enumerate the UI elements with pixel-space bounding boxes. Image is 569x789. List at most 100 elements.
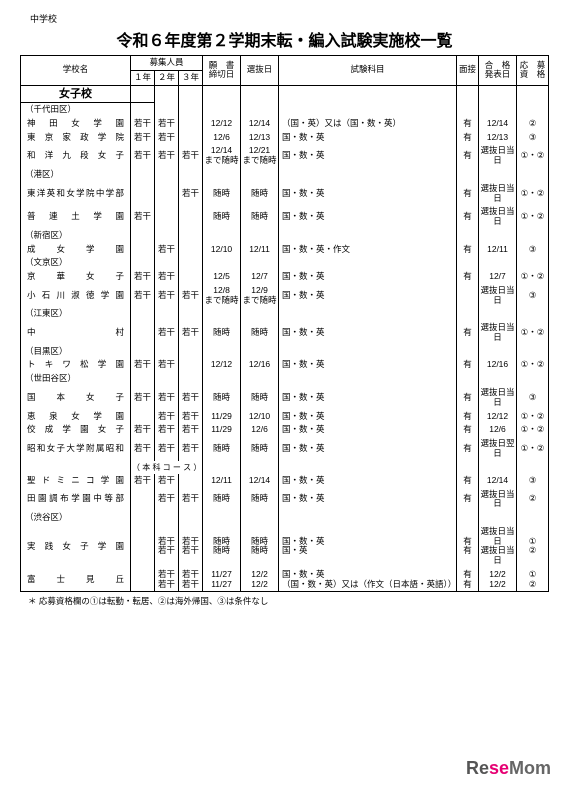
interview: 有: [457, 321, 479, 345]
y2: 若干: [155, 144, 179, 168]
interview: [457, 284, 479, 308]
y3: 若干: [179, 410, 203, 424]
result: 12/16: [479, 358, 517, 372]
y2: 若干若干: [155, 525, 179, 568]
y1: 若干: [131, 117, 155, 131]
select-date: 12/212/2: [241, 568, 279, 592]
y2: 若干: [155, 243, 179, 257]
name: 昭和女子大学附属昭和: [21, 437, 131, 461]
select-date: 随時: [241, 205, 279, 229]
result: 選抜日翌日: [479, 437, 517, 461]
y2: 若干: [155, 321, 179, 345]
eligibility: ③: [517, 284, 549, 308]
y1: [131, 243, 155, 257]
select-date: 随時: [241, 386, 279, 410]
eligibility: ①・②: [517, 270, 549, 284]
select-date: 随時: [241, 321, 279, 345]
th-elig: 応 募資 格: [517, 56, 549, 86]
result: 12/13: [479, 131, 517, 145]
y2: 若干: [155, 423, 179, 437]
name: 富 士 見 丘: [21, 568, 131, 592]
deadline: 随時: [203, 437, 241, 461]
select-date: 随時随時: [241, 525, 279, 568]
eligibility: ①・②: [517, 205, 549, 229]
interview: 有: [457, 358, 479, 372]
eligibility: ①・②: [517, 423, 549, 437]
eligibility: ①②: [517, 568, 549, 592]
y3: 若干: [179, 488, 203, 512]
y1: [131, 410, 155, 424]
y1: 若干: [131, 205, 155, 229]
interview: 有: [457, 243, 479, 257]
subjects: 国・数・英・作文: [279, 243, 457, 257]
y1: 若干: [131, 284, 155, 308]
select-date: 12/16: [241, 358, 279, 372]
eligibility: ③: [517, 386, 549, 410]
interview: 有有: [457, 568, 479, 592]
eligibility: ①・②: [517, 182, 549, 206]
district-label: （目黒区）: [21, 345, 131, 359]
deadline: 随時: [203, 488, 241, 512]
y3: 若干: [179, 386, 203, 410]
deadline: 12/10: [203, 243, 241, 257]
y3: 若干: [179, 182, 203, 206]
y3: 若干: [179, 437, 203, 461]
y2: [155, 182, 179, 206]
select-date: 随時: [241, 437, 279, 461]
district-label: （新宿区）: [21, 229, 131, 243]
subjects: 国・数・英（国・数・英）又は（作文（日本語・英語））: [279, 568, 457, 592]
name: 神 田 女 学 園: [21, 117, 131, 131]
th-select: 選抜日: [241, 56, 279, 86]
interview: 有: [457, 474, 479, 488]
eligibility: ③: [517, 131, 549, 145]
deadline: 11/29: [203, 423, 241, 437]
result: 12/212/2: [479, 568, 517, 592]
interview: 有: [457, 131, 479, 145]
name: 佼 成 学 園 女 子: [21, 423, 131, 437]
y3: 若干若干: [179, 525, 203, 568]
y2: 若干: [155, 117, 179, 131]
deadline: 12/12: [203, 358, 241, 372]
district-label: （渋谷区）: [21, 511, 131, 525]
name: 実 践 女 子 学 園: [21, 525, 131, 568]
y3: 若干: [179, 144, 203, 168]
y1: 若干: [131, 144, 155, 168]
result: 12/12: [479, 410, 517, 424]
y2: 若干: [155, 474, 179, 488]
subjects: 国・数・英: [279, 488, 457, 512]
subjects: 国・数・英: [279, 474, 457, 488]
name: 成 女 学 園: [21, 243, 131, 257]
y3: 若干: [179, 284, 203, 308]
subjects: 国・数・英: [279, 321, 457, 345]
y1: 若干: [131, 358, 155, 372]
subjects: 国・数・英: [279, 270, 457, 284]
name: 国 本 女 子: [21, 386, 131, 410]
th-y1: １年: [131, 70, 155, 85]
subjects: （国・英）又は（国・数・英）: [279, 117, 457, 131]
select-date: 12/13: [241, 131, 279, 145]
y3: 若干: [179, 321, 203, 345]
name: 東 京 家 政 学 院: [21, 131, 131, 145]
name: ト キ ワ 松 学 園: [21, 358, 131, 372]
subjects: 国・数・英国・英: [279, 525, 457, 568]
deadline: 随時: [203, 386, 241, 410]
th-y3: ３年: [179, 70, 203, 85]
interview: 有有: [457, 525, 479, 568]
select-date: 12/11: [241, 243, 279, 257]
y2: 若干: [155, 488, 179, 512]
y2: 若干: [155, 284, 179, 308]
interview: 有: [457, 182, 479, 206]
pretitle: 中学校: [20, 12, 549, 25]
th-result: 合 格発表日: [479, 56, 517, 86]
schools-table: 学校名 募集人員 願 書締切日 選抜日 試験科目 面接 合 格発表日 応 募資 …: [20, 55, 549, 592]
result: 12/14: [479, 474, 517, 488]
y1: 若干: [131, 270, 155, 284]
subjects: 国・数・英: [279, 144, 457, 168]
district-label: （世田谷区）: [21, 372, 131, 386]
result: 選抜日当日: [479, 144, 517, 168]
subjects: 国・数・英: [279, 131, 457, 145]
name: 小 石 川 淑 徳 学 園: [21, 284, 131, 308]
name: 田園調布学園中等部: [21, 488, 131, 512]
y3: [179, 270, 203, 284]
subjects: 国・数・英: [279, 423, 457, 437]
